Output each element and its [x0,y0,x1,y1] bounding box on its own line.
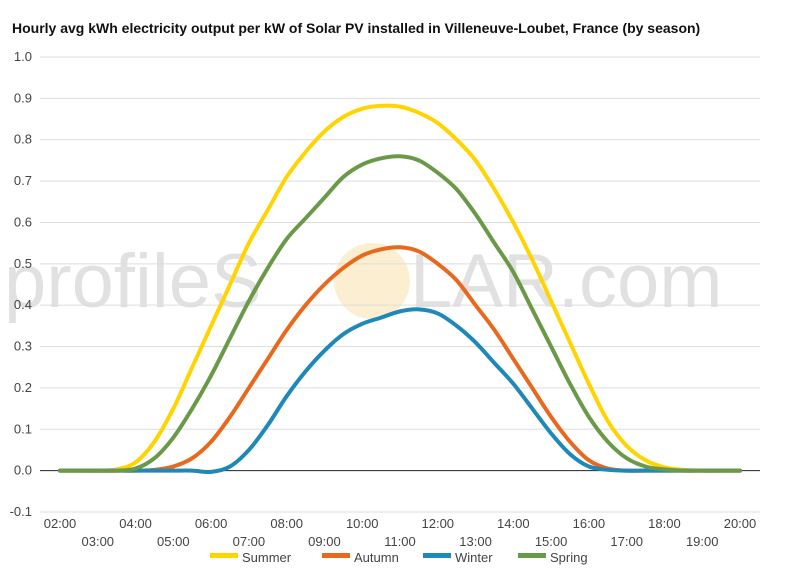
y-tick-label: 0.7 [14,173,32,188]
legend-swatch-summer [210,553,238,558]
y-tick-label: 0.8 [14,132,32,147]
x-tick-label: 08:00 [270,516,303,531]
x-tick-label: 12:00 [422,516,455,531]
legend-swatch-winter [423,553,451,558]
y-tick-label: 0.1 [14,421,32,436]
y-tick-label: -0.1 [10,504,32,519]
legend-swatch-autumn [322,553,350,558]
y-tick-label: 0.2 [14,380,32,395]
x-tick-label: 16:00 [573,516,606,531]
y-tick-label: 0.4 [14,297,32,312]
legend-entry-summer: Summer [242,550,292,565]
y-tick-label: 0.3 [14,339,32,354]
y-tick-label: 0.9 [14,90,32,105]
y-tick-label: 0.5 [14,256,32,271]
x-tick-label: 14:00 [497,516,530,531]
x-tick-label: 07:00 [233,534,266,549]
x-tick-label: 19:00 [686,534,719,549]
watermark-text: profileS [4,239,262,324]
x-tick-label: 06:00 [195,516,228,531]
series-line-spring [58,154,742,473]
x-tick-label: 02:00 [44,516,77,531]
y-tick-label: 0.6 [14,214,32,229]
x-tick-label: 04:00 [119,516,152,531]
legend-entry-autumn: Autumn [354,550,399,565]
x-tick-label: 13:00 [459,534,492,549]
y-tick-label: 1.0 [14,49,32,64]
x-tick-label: 09:00 [308,534,341,549]
series-line-summer [58,103,742,473]
legend-entry-winter: Winter [455,550,493,565]
x-tick-label: 15:00 [535,534,568,549]
watermark-text: LAR.com [410,239,723,324]
x-tick-label: 11:00 [384,534,416,549]
legend-entry-spring: Spring [550,550,588,565]
x-tick-label: 18:00 [648,516,681,531]
x-tick-label: 10:00 [346,516,379,531]
chart-title: Hourly avg kWh electricity output per kW… [12,20,701,36]
x-tick-label: 03:00 [82,534,115,549]
x-tick-label: 05:00 [157,534,190,549]
x-tick-label: 17:00 [610,534,643,549]
x-tick-label: 20:00 [724,516,757,531]
legend-swatch-spring [518,553,546,558]
y-tick-label: 0.0 [14,463,32,478]
watermark-sun [334,243,410,319]
series-line-winter [58,307,742,475]
